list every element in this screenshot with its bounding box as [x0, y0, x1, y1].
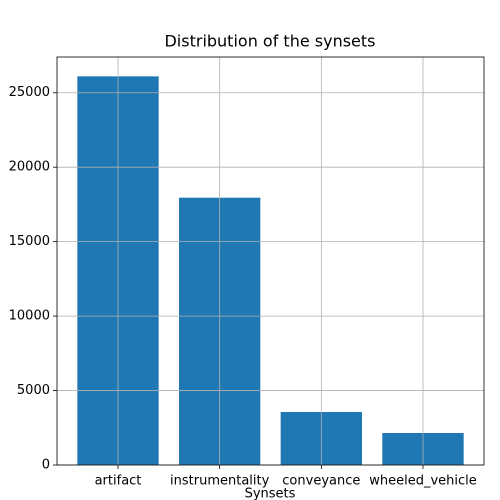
- chart-title: Distribution of the synsets: [164, 32, 375, 51]
- x-tick-label: instrumentality: [170, 474, 270, 489]
- plot-frame: [56, 56, 485, 466]
- x-tick-label: wheeled_vehicle: [369, 474, 477, 489]
- y-tick-label: 10000: [9, 309, 50, 324]
- x-axis-label: Synsets: [245, 487, 296, 500]
- y-tick-label: 15000: [9, 234, 50, 249]
- x-tick-label: conveyance: [282, 474, 360, 489]
- y-tick-label: 0: [42, 458, 50, 473]
- x-tick-label: artifact: [95, 474, 142, 489]
- y-tick-label: 25000: [9, 85, 50, 100]
- y-tick-label: 20000: [9, 160, 50, 175]
- y-tick-label: 5000: [17, 383, 50, 398]
